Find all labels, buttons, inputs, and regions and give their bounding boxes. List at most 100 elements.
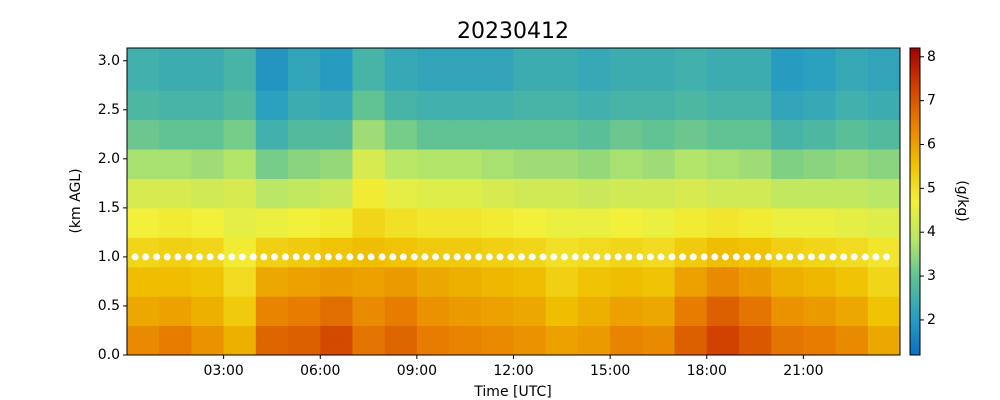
heatmap-cell [159,90,192,121]
heatmap-cell [159,296,192,327]
heatmap-cell [159,48,192,91]
heatmap-cell [738,90,772,121]
y-tick-label: 3.0 [98,53,120,69]
heatmap-cell [191,237,225,268]
heatmap-cell [738,207,772,238]
marker [206,253,214,261]
heatmap-cell [416,207,450,238]
marker [614,253,622,261]
marker [389,253,397,261]
marker [721,253,729,261]
heatmap-cell [384,266,418,297]
x-tick-label: 06:00 [300,363,340,379]
heatmap-cell [771,325,804,356]
heatmap-cell [738,178,772,209]
marker [797,253,805,261]
heatmap-cell [771,266,804,297]
heatmap-cell [320,90,353,121]
heatmap-cell [867,237,901,268]
heatmap-cell [803,296,837,327]
marker [399,253,407,261]
heatmap-cell [223,119,257,150]
heatmap-cell [352,119,386,150]
heatmap-cell [545,119,579,150]
heatmap-cell [481,207,514,238]
heatmap-cell [384,207,418,238]
y-tick-label: 1.5 [98,200,120,216]
heatmap-cell [191,296,225,327]
marker [689,253,697,261]
heatmap-cell [159,207,192,238]
heatmap-cell [191,178,225,209]
heatmap-cell [642,266,676,297]
heatmap-cell [771,178,804,209]
heatmap-cell [223,325,257,356]
y-tick-label: 1.0 [98,249,120,265]
heatmap-cell [835,178,869,209]
marker [142,253,150,261]
heatmap-cell [513,237,547,268]
heatmap-cell [642,149,676,179]
heatmap-cell [738,119,772,150]
marker [775,253,783,261]
heatmap-cell [416,296,450,327]
heatmap-cell [352,296,386,327]
marker [249,253,257,261]
marker [335,253,343,261]
heatmap-cell [288,48,321,91]
heatmap-cell [803,90,837,121]
heatmap-cell [545,207,579,238]
heatmap-cell [255,149,289,179]
heatmap-cell [674,119,708,150]
heatmap-cell [545,325,579,356]
heatmap-cell [513,119,547,150]
heatmap-cell [384,90,418,121]
marker [743,253,751,261]
heatmap-cell [288,149,321,179]
heatmap-cell [835,119,869,150]
marker [668,253,676,261]
colorbar-tick-label: 2 [927,312,936,328]
heatmap-cell [674,149,708,179]
marker [754,253,762,261]
heatmap-cell [255,325,289,356]
marker [872,253,880,261]
heatmap-cell [738,296,772,327]
marker [625,253,633,261]
heatmap-cell [416,266,450,297]
heatmap-cell [352,237,386,268]
heatmap-cell [867,119,901,150]
heatmap-cell [127,266,160,297]
heatmap-cell [513,178,547,209]
heatmap-cell [255,178,289,209]
heatmap-cell [610,325,643,356]
heatmap-cell [416,90,450,121]
heatmap-cell [642,119,676,150]
heatmap-cell [127,207,160,238]
heatmap-cell [513,149,547,179]
heatmap-cell [481,296,514,327]
y-tick-label: 0.5 [98,298,120,314]
heatmap-cell [642,90,676,121]
marker [324,253,332,261]
heatmap-cell [577,266,611,297]
marker [850,253,858,261]
x-tick-label: 03:00 [203,363,243,379]
heatmap-cell [288,237,321,268]
heatmap-cell [674,90,708,121]
heatmap-cell [288,178,321,209]
heatmap-cell [481,325,514,356]
heatmap-cell [803,325,837,356]
heatmap-cell [223,48,257,91]
heatmap-cell [320,207,353,238]
heatmap-cell [159,178,192,209]
heatmap-cell [577,119,611,150]
heatmap-cell [416,325,450,356]
marker [421,253,429,261]
heatmap-cell [545,266,579,297]
heatmap-cell [706,325,740,356]
heatmap-cell [545,48,579,91]
marker [765,253,773,261]
heatmap-cell [674,48,708,91]
heatmap-cell [835,149,869,179]
